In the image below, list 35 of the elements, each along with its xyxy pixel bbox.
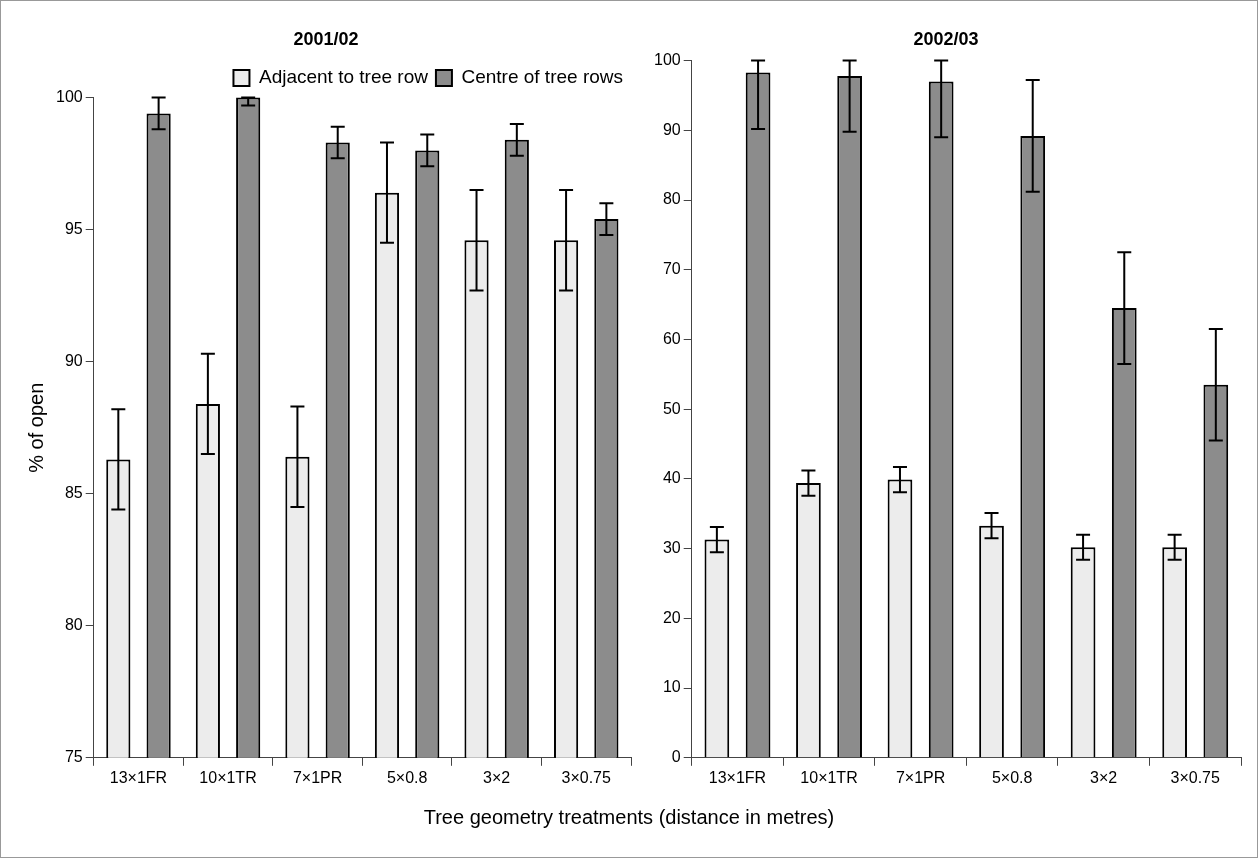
y-tick-label: 95 — [64, 220, 83, 238]
y-tick-label: 40 — [662, 469, 681, 487]
y-tick-label: 80 — [64, 616, 83, 634]
x-tick-label: 7×1PR — [292, 768, 343, 786]
x-tick-label: 3×0.75 — [561, 768, 612, 786]
x-tick-label: 5×0.8 — [386, 768, 428, 786]
x-tick-label: 5×0.8 — [991, 768, 1033, 786]
y-tick-label: 75 — [64, 748, 83, 766]
x-axis-title: Tree geometry treatments (distance in metres) — [422, 806, 836, 829]
x-tick-label: 13×1FR — [109, 768, 168, 786]
y-tick-label: 85 — [64, 484, 83, 502]
y-tick-label: 50 — [662, 399, 681, 417]
y-axis-title: % of open — [24, 382, 47, 473]
y-tick-label: 10 — [662, 678, 681, 696]
y-tick-label: 0 — [671, 748, 681, 766]
legend-label: Centre of tree rows — [461, 66, 624, 88]
y-tick-label: 70 — [662, 260, 681, 278]
y-tick-label: 60 — [662, 329, 681, 347]
x-tick-label: 7×1PR — [895, 768, 946, 786]
x-tick-label: 3×2 — [483, 768, 511, 786]
x-tick-label: 10×1TR — [199, 768, 257, 786]
chart-title: 2001/02 — [293, 28, 359, 49]
y-tick-label: 30 — [662, 539, 681, 557]
x-tick-label: 3×2 — [1090, 768, 1118, 786]
y-tick-label: 90 — [64, 352, 83, 370]
chart-title: 2002/03 — [913, 28, 979, 49]
y-tick-label: 100 — [653, 51, 681, 69]
y-tick-label: 100 — [55, 88, 83, 106]
x-tick-label: 3×0.75 — [1170, 768, 1221, 786]
x-tick-label: 10×1TR — [800, 768, 858, 786]
y-tick-label: 80 — [662, 190, 681, 208]
y-tick-label: 20 — [662, 608, 681, 626]
legend-label: Adjacent to tree row — [258, 66, 429, 88]
x-tick-label: 13×1FR — [708, 768, 767, 786]
y-tick-label: 90 — [662, 120, 681, 138]
